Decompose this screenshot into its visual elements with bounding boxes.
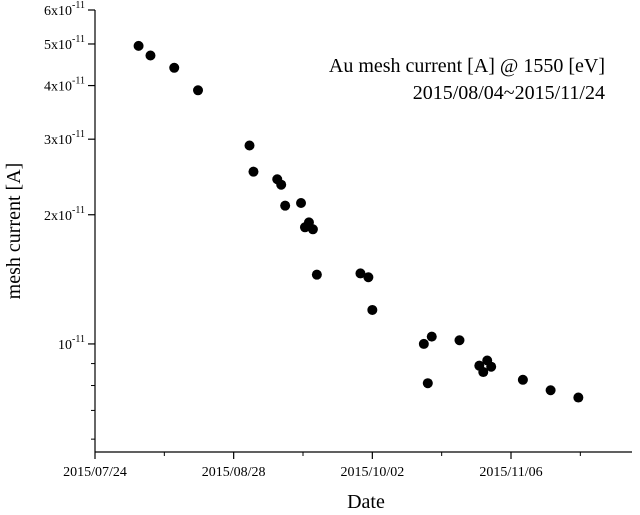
data-point [478, 367, 489, 378]
annotation-line-2: 2015/08/04~2015/11/24 [413, 82, 605, 104]
y-axis-title: mesh current [A] [3, 163, 25, 300]
x-tick-label: 2015/10/02 [340, 465, 404, 480]
x-tick-label: 2015/11/06 [479, 465, 542, 480]
data-point [276, 179, 287, 190]
y-tick-label: 10-11 [58, 334, 85, 353]
data-point [418, 338, 429, 349]
y-tick-label: 3x10-11 [44, 129, 85, 148]
data-point [426, 331, 437, 342]
data-point [486, 361, 497, 372]
data-point [280, 200, 291, 211]
y-tick-exponent: -11 [72, 205, 85, 216]
y-tick-mantissa: 3x10 [44, 133, 72, 148]
data-point [573, 392, 584, 403]
y-tick-mantissa: 6x10 [44, 4, 72, 19]
y-tick-exponent: -11 [72, 0, 85, 11]
y-tick-exponent: -11 [72, 129, 85, 140]
y-tick-label: 2x10-11 [44, 205, 85, 224]
plot-frame [94, 10, 632, 453]
x-axis-title: Date [347, 491, 385, 513]
x-axis-ticks: 2015/07/24 2015/08/28 2015/10/02 2015/11/06 [63, 452, 581, 480]
y-tick-exponent: -11 [72, 76, 85, 87]
data-point [545, 385, 556, 396]
data-point [517, 374, 528, 385]
y-tick-label: 5x10-11 [44, 34, 85, 53]
data-point [193, 85, 204, 96]
y-tick-label: 6x10-11 [44, 0, 85, 19]
y-tick-mantissa: 5x10 [44, 38, 72, 53]
data-point [454, 335, 465, 346]
annotation-line-1: Au mesh current [A] @ 1550 [eV] [329, 55, 605, 77]
data-point [244, 140, 255, 151]
data-point [311, 269, 322, 280]
data-point [363, 272, 374, 283]
data-point [133, 40, 144, 51]
data-point [367, 304, 378, 315]
y-tick-mantissa: 10 [58, 338, 72, 353]
data-point [296, 198, 307, 209]
y-tick-mantissa: 2x10 [44, 209, 72, 224]
y-tick-exponent: -11 [72, 334, 85, 345]
y-tick-label: 4x10-11 [44, 76, 85, 95]
data-points [133, 40, 584, 403]
x-tick-label: 2015/07/24 [63, 465, 127, 480]
data-point [145, 50, 156, 61]
y-tick-mantissa: 4x10 [44, 80, 72, 95]
data-point [169, 62, 180, 73]
data-point [422, 378, 433, 389]
x-tick-label: 2015/08/28 [202, 465, 266, 480]
data-point [248, 166, 259, 177]
data-point [307, 224, 318, 235]
data-point [355, 268, 366, 279]
y-tick-exponent: -11 [72, 34, 85, 45]
